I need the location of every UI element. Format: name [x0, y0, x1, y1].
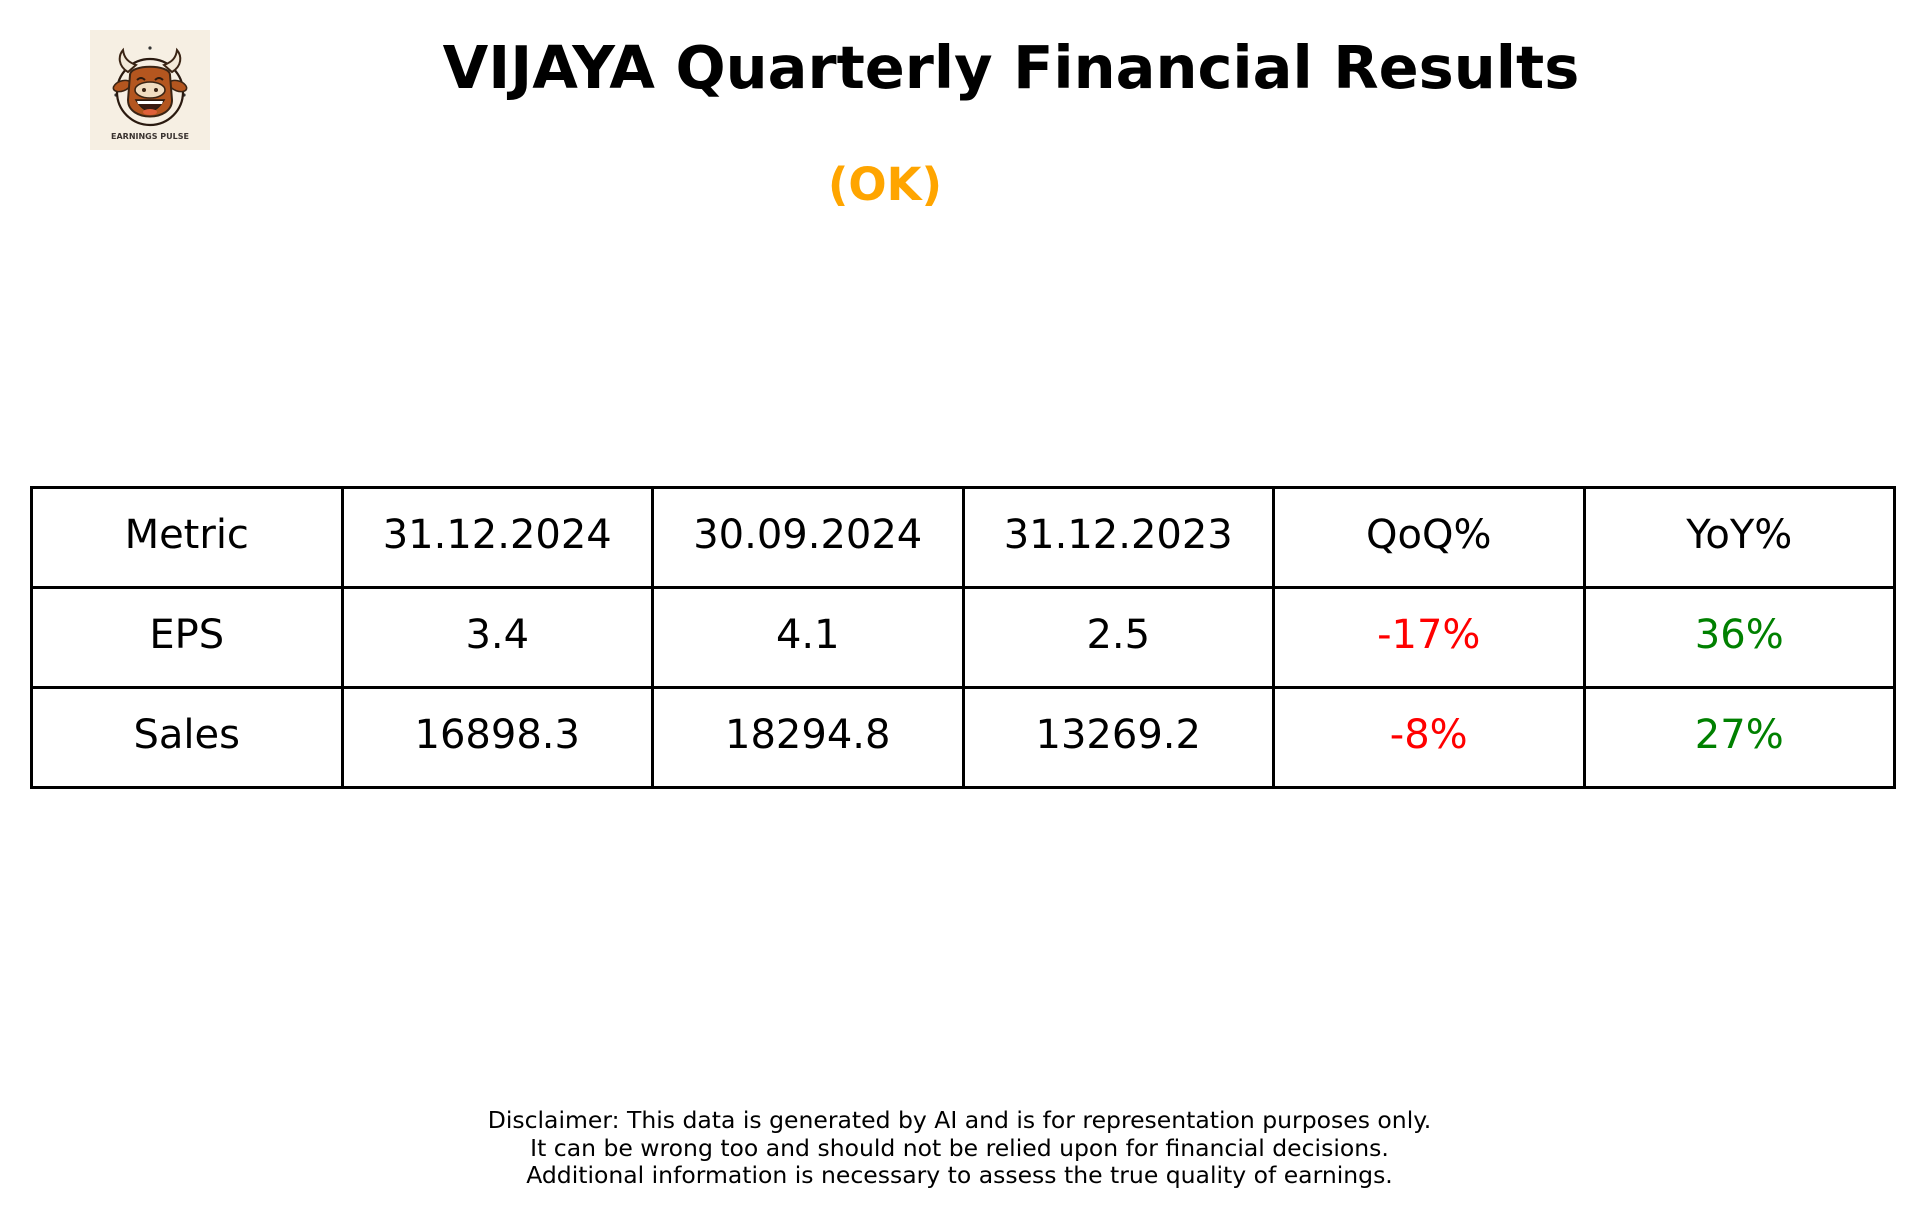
financial-results-table: Metric 31.12.2024 30.09.2024 31.12.2023 …: [30, 486, 1896, 789]
disclaimer-line: It can be wrong too and should not be re…: [530, 1133, 1389, 1162]
value-q-dec-2024: 16898.3: [340, 686, 654, 789]
metric-label: EPS: [30, 586, 344, 689]
disclaimer-line: Additional information is necessary to a…: [526, 1161, 1393, 1189]
column-header-q-dec-2024: 31.12.2024: [340, 486, 654, 589]
earnings-pulse-logo: EARNINGS PULSE: [90, 30, 210, 150]
column-header-q-sep-2024: 30.09.2024: [651, 486, 965, 589]
svg-text:EARNINGS PULSE: EARNINGS PULSE: [111, 132, 189, 141]
table-row-sales: Sales 16898.3 18294.8 13269.2 -8% 27%: [30, 686, 1896, 789]
column-header-yoy: YoY%: [1582, 486, 1896, 589]
disclaimer: Disclaimer: This data is generated by AI…: [0, 1106, 1919, 1190]
table-row-eps: EPS 3.4 4.1 2.5 -17% 36%: [30, 586, 1896, 689]
qoq-change: -8%: [1272, 686, 1586, 789]
column-header-q-dec-2023: 31.12.2023: [961, 486, 1275, 589]
value-q-dec-2024: 3.4: [340, 586, 654, 689]
column-header-metric: Metric: [30, 486, 344, 589]
column-header-qoq: QoQ%: [1272, 486, 1586, 589]
table-header-row: Metric 31.12.2024 30.09.2024 31.12.2023 …: [30, 486, 1896, 589]
metric-label: Sales: [30, 686, 344, 789]
value-q-dec-2023: 13269.2: [961, 686, 1275, 789]
value-q-sep-2024: 4.1: [651, 586, 965, 689]
page-title: VIJAYA Quarterly Financial Results: [442, 33, 1580, 102]
disclaimer-line: Disclaimer: This data is generated by AI…: [487, 1106, 1432, 1134]
value-q-sep-2024: 18294.8: [651, 686, 965, 789]
bull-mascot-icon: EARNINGS PULSE: [111, 46, 189, 141]
rating-badge: (OK): [827, 158, 943, 211]
yoy-change: 36%: [1582, 586, 1896, 689]
yoy-change: 27%: [1582, 686, 1896, 789]
value-q-dec-2023: 2.5: [961, 586, 1275, 689]
qoq-change: -17%: [1272, 586, 1586, 689]
